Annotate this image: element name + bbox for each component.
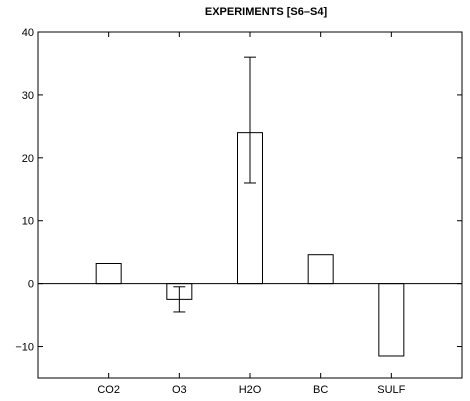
x-tick-label: H2O — [239, 384, 262, 396]
bar-bc — [307, 254, 334, 285]
x-tick-label: CO2 — [97, 384, 120, 396]
y-tick-label: 20 — [22, 153, 34, 165]
y-tick-label: 30 — [22, 90, 34, 102]
bar-co2 — [95, 263, 122, 285]
y-tick-label: −10 — [15, 342, 34, 354]
error-bars — [173, 56, 256, 313]
chart-title: EXPERIMENTS [S6–S4] — [205, 6, 328, 18]
x-tick-label: BC — [313, 384, 328, 396]
x-tick-label: SULF — [377, 384, 405, 396]
y-ticks: −10 0 10 20 30 40 — [15, 27, 462, 354]
y-tick-label: 0 — [28, 279, 34, 291]
bar-sulf — [378, 283, 405, 357]
x-tick-label: O3 — [172, 384, 187, 396]
x-ticks: CO2 O3 H2O BC SULF — [97, 32, 406, 396]
y-tick-label: 10 — [22, 216, 34, 228]
y-tick-label: 40 — [22, 27, 34, 39]
